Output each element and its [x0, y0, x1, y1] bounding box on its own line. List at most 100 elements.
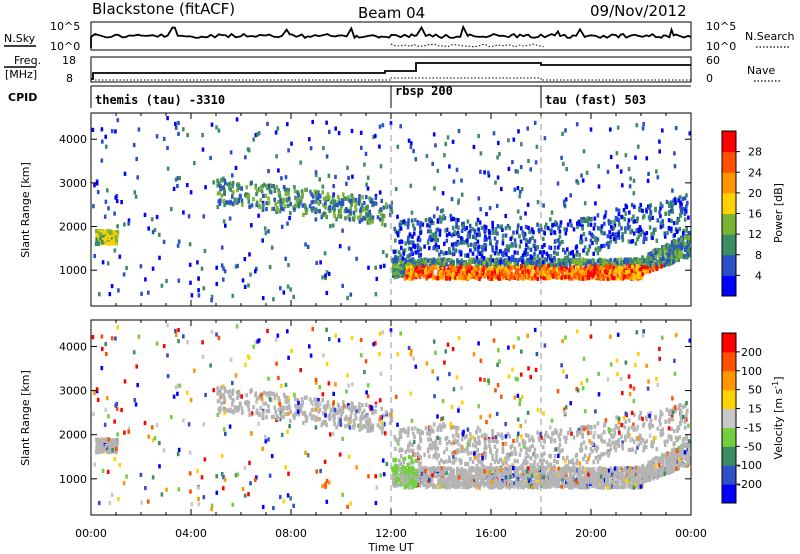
velocity-pixel — [317, 398, 320, 403]
velocity-pixel — [244, 362, 247, 367]
power-pixel — [209, 155, 212, 161]
power-pixel — [454, 275, 457, 280]
power-pixel — [653, 248, 657, 253]
power-pixel — [325, 270, 329, 275]
velocity-pixel — [439, 474, 443, 479]
freq-label-bottom: [MHz] — [5, 68, 37, 81]
power-pixel — [521, 259, 524, 264]
power-pixel — [459, 251, 463, 256]
velocity-pixel — [274, 409, 277, 414]
power-pixel — [650, 232, 653, 237]
power-pixel — [276, 126, 280, 131]
power-pixel — [659, 214, 662, 219]
velocity-pixel — [333, 422, 336, 427]
power-pixel — [521, 263, 524, 268]
power-pixel — [226, 182, 230, 187]
velocity-pixel — [338, 405, 341, 410]
power-pixel — [457, 200, 460, 205]
velocity-pixel — [350, 336, 354, 341]
velocity-pixel — [473, 468, 477, 473]
power-pixel — [478, 251, 482, 256]
power-pixel — [120, 200, 123, 205]
power-pixel — [411, 240, 415, 245]
velocity-pixel — [287, 411, 290, 416]
power-pixel — [610, 261, 614, 266]
power-pixel — [592, 226, 596, 231]
velocity-pixel — [282, 392, 286, 397]
power-pixel — [245, 185, 248, 190]
velocity-pixel — [224, 408, 228, 413]
velocity-pixel — [627, 484, 630, 489]
power-pixel — [529, 247, 533, 252]
velocity-pixel — [322, 411, 325, 416]
velocity-pixel — [347, 383, 350, 388]
power-pixel — [512, 275, 515, 280]
power-pixel — [280, 224, 284, 229]
velocity-pixel — [314, 407, 318, 412]
power-pixel — [396, 144, 400, 149]
velocity-pixel — [357, 409, 361, 414]
power-pixel — [255, 192, 258, 197]
power-pixel — [445, 275, 448, 281]
velocity-pixel — [260, 397, 264, 402]
velocity-pixel — [342, 404, 346, 409]
power-pixel — [231, 293, 235, 298]
power-pixel — [488, 230, 491, 235]
velocity-pixel — [374, 474, 377, 479]
power-pixel — [468, 273, 471, 278]
power-pixel — [127, 218, 131, 223]
power-pixel — [632, 231, 636, 236]
power-pixel — [650, 251, 654, 256]
power-pixel — [365, 206, 369, 211]
power-pixel — [445, 273, 449, 278]
velocity-pixel — [352, 425, 356, 430]
power-pixel — [222, 277, 225, 282]
velocity-pixel — [351, 382, 354, 387]
power-colorbar-tick-label: 4 — [755, 269, 762, 282]
power-pixel — [476, 268, 479, 273]
power-pixel — [223, 269, 227, 274]
power-pixel — [586, 261, 589, 266]
power-pixel — [512, 272, 516, 277]
power-pixel — [622, 208, 626, 213]
power-pixel — [494, 266, 498, 271]
velocity-pixel — [493, 484, 497, 489]
velocity-pixel — [353, 422, 356, 427]
power-pixel — [648, 205, 651, 211]
power-colorbar-bin — [722, 234, 736, 256]
power-pixel — [495, 203, 499, 209]
velocity-pixel — [261, 391, 265, 396]
power-pixel — [608, 230, 611, 235]
power-pixel — [426, 274, 430, 279]
power-pixel — [563, 264, 566, 269]
velocity-pixel — [241, 410, 244, 415]
power-pixel — [463, 275, 467, 280]
power-pixel — [188, 242, 192, 247]
power-pixel — [358, 219, 362, 224]
velocity-pixel — [104, 341, 107, 347]
power-pixel — [535, 262, 538, 267]
power-pixel — [654, 206, 657, 211]
velocity-pixel — [368, 404, 371, 409]
velocity-pixel — [91, 335, 95, 340]
velocity-pixel — [339, 409, 343, 414]
power-pixel — [241, 202, 244, 207]
power-pixel — [279, 286, 282, 291]
velocity-pixel — [324, 406, 328, 411]
velocity-pixel — [165, 487, 168, 492]
velocity-pixel — [357, 406, 361, 411]
power-pixel — [539, 260, 543, 265]
power-pixel — [236, 263, 239, 268]
velocity-pixel — [243, 493, 247, 498]
power-pixel — [399, 226, 403, 231]
velocity-pixel — [344, 404, 347, 409]
power-pixel — [231, 194, 234, 199]
power-pixel — [483, 224, 486, 229]
velocity-pixel — [379, 473, 382, 478]
power-pixel — [218, 201, 222, 206]
power-pixel — [398, 240, 401, 245]
power-pixel — [403, 248, 407, 253]
power-pixel — [409, 272, 412, 277]
power-pixel — [254, 133, 258, 138]
power-pixel — [222, 176, 225, 181]
